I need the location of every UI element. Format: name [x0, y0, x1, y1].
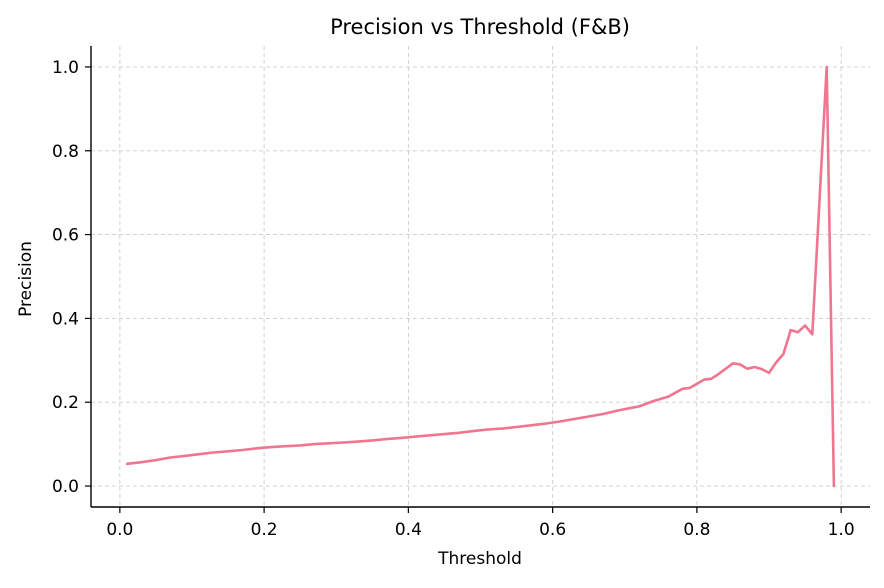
grid: [91, 46, 870, 507]
y-tick-label: 0.4: [52, 309, 79, 329]
axes: [90, 46, 870, 508]
y-tick-label: 0.2: [52, 393, 79, 413]
x-tick-label: 0.2: [251, 520, 278, 540]
ticks: 0.0 0.2 0.4 0.6 0.8 1.0 0.0 0.2 0.4 0.6 0.8 1.0: [52, 58, 855, 540]
x-axis-label: Threshold: [437, 549, 522, 569]
y-tick-label: 0.6: [52, 226, 79, 246]
y-tick-label: 1.0: [52, 58, 79, 78]
x-tick-label: 0.8: [683, 520, 710, 540]
x-tick-label: 0.0: [106, 520, 133, 540]
y-tick-label: 0.8: [52, 142, 79, 162]
x-tick-label: 0.4: [395, 520, 422, 540]
y-tick-label: 0.0: [52, 477, 79, 497]
x-tick-label: 0.6: [539, 520, 566, 540]
x-tick-label: 1.0: [828, 520, 855, 540]
precision-series-line: [125, 65, 836, 488]
series-layer: [125, 65, 836, 488]
chart-title: Precision vs Threshold (F&B): [330, 15, 630, 39]
y-axis-label: Precision: [16, 241, 36, 317]
